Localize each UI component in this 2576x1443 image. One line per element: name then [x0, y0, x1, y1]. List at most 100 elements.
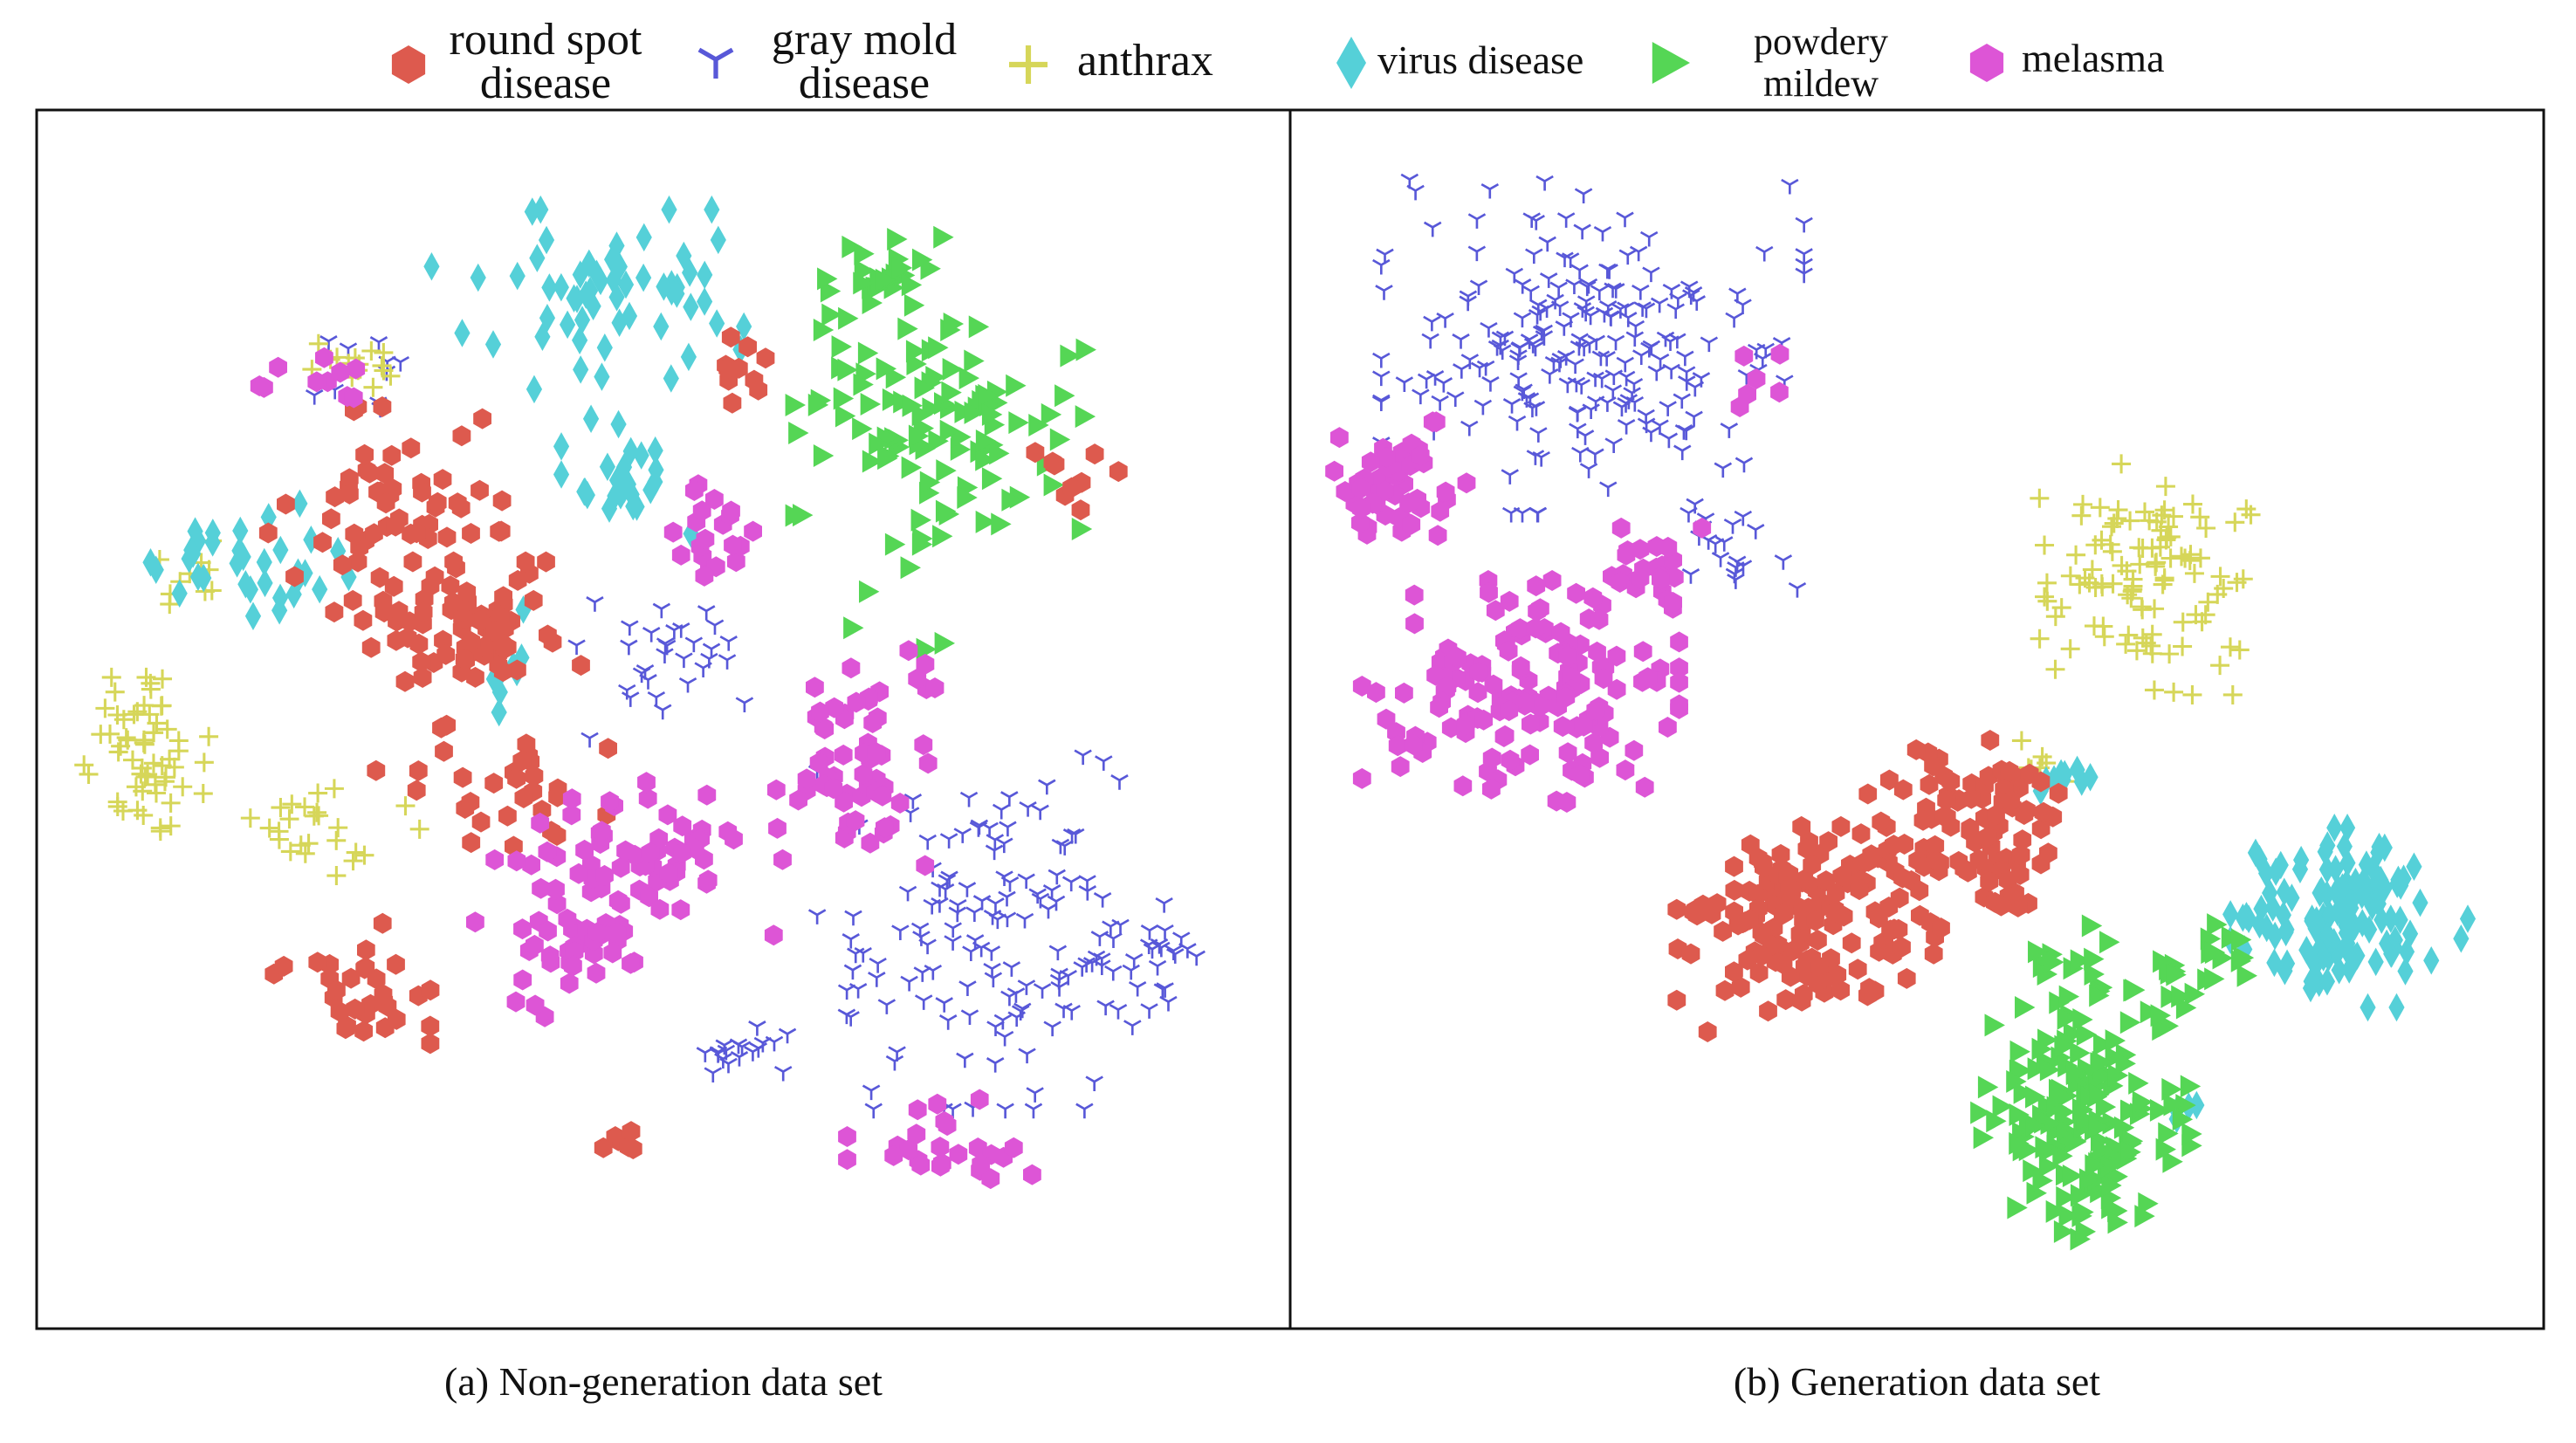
point-virus-p0-b1-10: [610, 409, 627, 439]
point-round-spot-p0-b3-24: [471, 811, 491, 833]
point-gray-mold-p0-b0-44: [944, 922, 962, 938]
point-virus-p0-b0-48: [605, 265, 622, 295]
point-gray-mold-p0-b1-1: [1128, 980, 1147, 997]
point-powdery-p1-b0-162: [2065, 1062, 2087, 1086]
point-gray-mold-p0-b0-101: [986, 834, 1005, 849]
point-melasma-p1-b2-22: [1631, 567, 1650, 589]
point-anthrax-p1-b0-86: [2073, 494, 2093, 514]
point-gray-mold-p1-b0-215: [1569, 405, 1587, 422]
point-gray-mold-p1-b0-49: [1535, 175, 1554, 191]
point-virus-p1-b0-115: [2331, 956, 2347, 985]
point-melasma-p1-b2-23: [1652, 568, 1670, 590]
point-round-spot-p1-b1-73: [1851, 823, 1871, 845]
point-powdery-p1-b0-166: [2025, 1114, 2046, 1137]
point-melasma-p0-b2-33: [506, 991, 526, 1013]
point-round-spot-p0-b1-6: [473, 408, 491, 429]
point-gray-mold-p0-b0-100: [807, 909, 827, 924]
point-virus-p1-b0-73: [2308, 906, 2325, 935]
point-melasma-p0-b0-27: [925, 677, 945, 698]
point-gray-mold-p0-b0-3: [1028, 888, 1047, 904]
point-round-spot-p1-b0-4: [1714, 920, 1732, 942]
point-gray-mold-p1-b0-97: [1604, 369, 1624, 386]
point-virus-p0-b0-53: [617, 270, 635, 299]
point-gray-mold-p0-b0-42: [1002, 961, 1021, 977]
point-gray-mold-p1-b0-213: [1555, 320, 1574, 336]
point-powdery-p1-b0-117: [2058, 1204, 2079, 1227]
point-gray-mold-p0-b1-28: [1104, 965, 1123, 981]
point-virus-p0-b0-35: [710, 225, 726, 255]
point-powdery-p1-b0-29: [1977, 1075, 1999, 1099]
legend-item-virus-disease: virus disease: [1336, 37, 1583, 89]
point-melasma-p0-b2-34: [564, 955, 582, 977]
point-gray-mold-p1-b0-117: [1556, 212, 1576, 228]
point-round-spot-p0-b5-8: [1062, 477, 1081, 498]
point-round-spot-p0-b3-9: [367, 759, 386, 781]
point-anthrax-p0-b1-19: [282, 794, 302, 814]
point-anthrax-p0-b0-44: [118, 730, 138, 750]
point-gray-mold-p1-b0-74: [1631, 284, 1650, 300]
point-melasma-p1-b0-126: [1526, 617, 1545, 639]
point-gray-mold-p0-b0-22: [862, 1084, 881, 1101]
point-melasma-p0-b2-21: [650, 898, 670, 920]
point-melasma-p0-b5-6: [331, 361, 350, 383]
point-virus-p0-b0-30: [680, 342, 697, 372]
point-round-spot-p0-b2-14: [387, 1008, 406, 1030]
point-powdery-p0-b0-108: [911, 403, 933, 427]
point-powdery-p1-b0-90: [2073, 1200, 2094, 1224]
point-powdery-p0-b0-17: [958, 367, 980, 390]
point-melasma-p0-b1-50: [641, 842, 660, 863]
point-gray-mold-p0-b1-25: [1111, 918, 1130, 935]
point-anthrax-p0-b0-53: [150, 818, 170, 838]
point-virus-p1-b0-60: [2382, 904, 2399, 933]
point-anthrax-p0-b2-2: [374, 342, 394, 362]
point-gray-mold-p0-b0-126: [885, 1055, 904, 1071]
point-anthrax-p1-b0-102: [2123, 569, 2143, 589]
point-anthrax-p0-b0-58: [124, 704, 144, 725]
point-powdery-p1-b2-13: [2058, 985, 2080, 1008]
point-gray-mold-p1-b0-50: [1549, 281, 1568, 298]
point-virus-p0-b2-5: [272, 535, 289, 565]
point-melasma-p0-b2-2: [539, 920, 557, 942]
point-anthrax-p1-b0-108: [2132, 597, 2152, 617]
point-virus-p0-b0-12: [709, 309, 725, 338]
point-round-spot-p1-b1-64: [1937, 789, 1956, 811]
point-powdery-p0-b1-14: [853, 271, 874, 295]
point-round-spot-p0-b0-4: [413, 667, 432, 688]
point-anthrax-p0-b0-19: [144, 723, 164, 743]
point-virus-p1-b0-114: [2326, 813, 2343, 842]
point-gray-mold-p1-b0-152: [1651, 353, 1670, 369]
point-gray-mold-p0-b0-8: [996, 1103, 1014, 1119]
point-anthrax-p1-b0-9: [2229, 640, 2250, 660]
point-anthrax-p0-b0-18: [152, 696, 172, 716]
point-melasma-p0-b2-31: [560, 972, 579, 994]
point-round-spot-p0-b1-45: [451, 497, 471, 519]
point-gray-mold-p0-b2-20: [620, 639, 638, 656]
point-gray-mold-p0-b0-62: [1085, 1075, 1103, 1092]
point-powdery-p1-b2-0: [2099, 931, 2120, 954]
point-powdery-p0-b0-45: [964, 349, 985, 373]
point-powdery-p0-b0-32: [981, 467, 1003, 491]
point-anthrax-p1-b0-54: [2120, 511, 2140, 531]
point-virus-p0-b0-52: [572, 260, 588, 289]
point-round-spot-p1-b0-127: [1860, 978, 1879, 1000]
point-powdery-p1-b0-63: [2076, 1023, 2098, 1047]
point-melasma-p0-b2-22: [532, 877, 550, 899]
point-anthrax-p0-b1-22: [409, 819, 429, 839]
point-powdery-p0-b0-61: [813, 443, 835, 467]
legend-marker-virus-diamond: [1336, 37, 1366, 89]
point-melasma-p1-b1-14: [1431, 500, 1450, 522]
point-round-spot-p0-b0-12: [537, 551, 555, 573]
point-powdery-p1-b2-9: [2084, 947, 2105, 971]
point-virus-p0-b2-16: [256, 547, 272, 577]
point-powdery-p0-b0-4: [936, 459, 957, 483]
point-anthrax-p0-b1-23: [309, 806, 329, 826]
point-gray-mold-p1-b0-182: [1573, 223, 1591, 240]
point-melasma-p0-b4-1: [705, 489, 724, 510]
point-round-spot-p0-b3-28: [514, 787, 533, 808]
point-powdery-p0-b0-12: [1041, 402, 1062, 426]
point-gray-mold-p1-b0-43: [1376, 248, 1394, 265]
point-virus-p0-b2-22: [292, 489, 308, 519]
point-gray-mold-p1-b0-70: [1529, 427, 1548, 443]
point-round-spot-p1-b0-20: [1924, 943, 1943, 965]
point-round-spot-p1-b0-100: [1725, 961, 1743, 983]
